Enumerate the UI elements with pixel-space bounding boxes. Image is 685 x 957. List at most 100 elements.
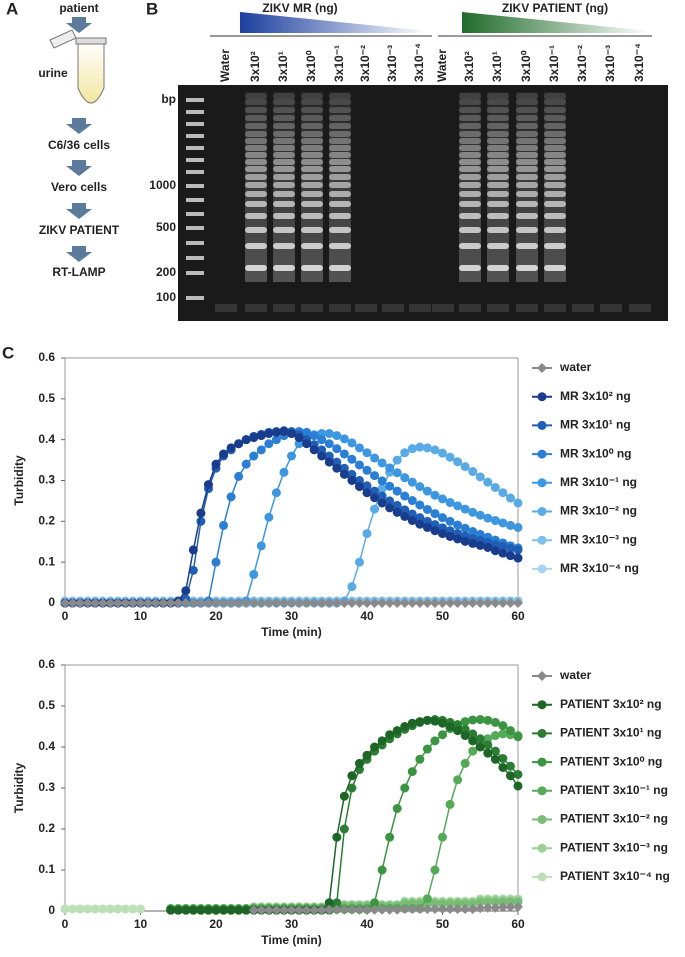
marker	[279, 427, 289, 436]
marker	[317, 435, 327, 445]
marker	[407, 516, 417, 526]
legend-marker	[537, 564, 547, 574]
gel-band	[273, 243, 295, 249]
x-axis-label: Time (min)	[261, 625, 321, 639]
gel-band	[487, 131, 509, 137]
x-tick-label: 10	[134, 609, 148, 623]
gel-band	[301, 107, 323, 113]
marker	[505, 901, 516, 912]
legend-label: MR 3x10⁻² ng	[560, 504, 637, 518]
marker	[218, 598, 229, 608]
gel-band	[487, 123, 509, 129]
y-axis-label: Turbidity	[12, 455, 26, 506]
marker	[346, 904, 357, 915]
gel-band	[329, 201, 351, 207]
legend-label: PATIENT 3x10⁻⁴ ng	[560, 869, 670, 883]
marker	[445, 903, 456, 914]
marker	[490, 731, 500, 741]
primer-band	[409, 304, 431, 312]
gel-band	[459, 131, 481, 137]
legend-label: MR 3x10² ng	[560, 389, 631, 403]
marker	[452, 903, 463, 914]
marker	[475, 903, 486, 914]
ladder-band	[186, 158, 204, 162]
gel-band	[544, 213, 566, 219]
marker	[400, 722, 410, 731]
ladder-band	[186, 122, 204, 126]
marker	[203, 480, 213, 490]
gel-band	[459, 227, 481, 233]
marker	[226, 443, 236, 453]
gel-band	[301, 152, 323, 158]
marker	[483, 748, 493, 758]
marker	[263, 905, 274, 916]
marker	[422, 443, 432, 453]
gel-band	[329, 182, 351, 188]
marker	[354, 557, 364, 567]
gel-band	[487, 159, 509, 165]
gel-band	[301, 145, 323, 151]
marker	[498, 548, 508, 558]
gel-band	[273, 166, 295, 172]
marker	[407, 496, 417, 506]
legend-marker	[537, 671, 547, 681]
gel-band	[301, 227, 323, 233]
marker	[339, 791, 349, 801]
marker	[490, 717, 500, 727]
gel-band	[273, 191, 295, 197]
flow-step: patient	[59, 1, 98, 15]
marker	[143, 598, 154, 608]
marker	[234, 905, 244, 915]
y-axis-label: Turbidity	[12, 762, 26, 813]
gel-band	[301, 93, 323, 99]
gel-band	[245, 166, 267, 172]
legend-label: PATIENT 3x10⁻¹ ng	[560, 783, 668, 797]
marker	[105, 904, 115, 914]
gel-band	[544, 159, 566, 165]
lane-label: Water	[435, 49, 449, 82]
marker	[513, 522, 523, 532]
marker	[460, 462, 470, 472]
ladder-band	[186, 296, 204, 300]
marker	[498, 721, 508, 731]
gel-band	[273, 107, 295, 113]
marker	[498, 763, 508, 772]
gel-band	[329, 174, 351, 180]
gel-band	[329, 265, 351, 271]
marker	[475, 598, 486, 608]
marker	[513, 781, 523, 791]
gel-band	[459, 191, 481, 197]
gel-band	[245, 138, 267, 144]
marker	[241, 905, 251, 915]
marker	[203, 905, 213, 915]
marker	[513, 598, 523, 608]
gel-band	[245, 131, 267, 137]
marker	[422, 744, 432, 754]
marker	[475, 734, 485, 744]
marker	[362, 598, 372, 608]
marker	[392, 726, 402, 736]
legend-marker	[537, 478, 547, 488]
marker	[354, 598, 365, 608]
primer-band	[572, 304, 594, 312]
marker	[490, 902, 501, 913]
gel-band	[329, 131, 351, 137]
marker	[302, 427, 312, 437]
marker	[407, 767, 417, 777]
gel-band	[273, 123, 295, 129]
marker	[332, 898, 342, 908]
marker	[490, 598, 501, 608]
marker	[392, 468, 402, 478]
lane-label: Water	[218, 49, 232, 82]
marker	[513, 498, 523, 508]
marker	[127, 598, 138, 608]
legend-marker	[537, 872, 547, 882]
gel-band	[329, 115, 351, 121]
marker	[331, 904, 342, 915]
gel-band	[487, 107, 509, 113]
gel-band	[273, 99, 295, 105]
marker	[438, 899, 447, 909]
marker	[513, 769, 523, 779]
marker	[83, 904, 93, 914]
marker	[324, 457, 334, 467]
